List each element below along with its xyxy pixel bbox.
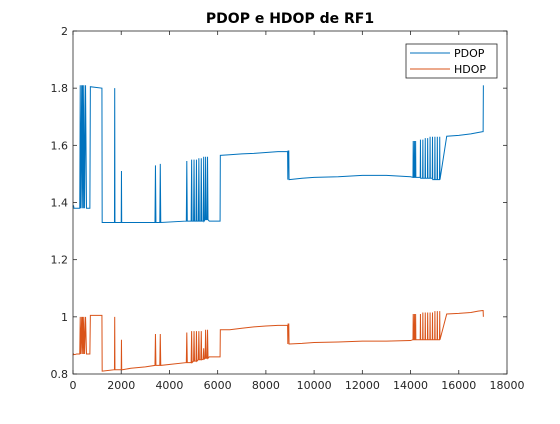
series-layer: [72, 85, 484, 372]
x-tick-label: 0: [70, 379, 77, 392]
plot-background: [73, 31, 507, 374]
x-tick-label: 10000: [297, 379, 332, 392]
series-line-hdop: [72, 310, 484, 372]
x-tick-label: 2000: [107, 379, 135, 392]
x-tick-label: 14000: [393, 379, 428, 392]
x-tick-label: 12000: [345, 379, 380, 392]
x-tick-label: 18000: [490, 379, 525, 392]
x-tick-label: 8000: [252, 379, 280, 392]
y-tick-label: 1.2: [51, 254, 69, 267]
legend-label-hdop: HDOP: [454, 63, 486, 76]
y-tick-label: 0.8: [51, 368, 69, 381]
x-tick-label: 4000: [155, 379, 183, 392]
chart-title: PDOP e HDOP de RF1: [206, 11, 374, 27]
legend-box: [405, 43, 498, 79]
y-tick-label: 2: [61, 25, 68, 38]
x-tick-label: 6000: [204, 379, 232, 392]
y-tick-label: 1.6: [51, 139, 69, 152]
x-tick-label: 16000: [441, 379, 476, 392]
y-tick-label: 1.4: [51, 197, 69, 210]
y-tick-label: 1.8: [51, 82, 69, 95]
y-tick-label: 1: [61, 311, 68, 324]
legend: PDOP HDOP: [405, 43, 498, 79]
legend-label-pdop: PDOP: [454, 47, 485, 60]
ticks-layer: 0 2000 4000 6000 8000 10000 12000 14000 16000 180…: [51, 25, 525, 392]
series-line-pdop: [72, 85, 484, 224]
